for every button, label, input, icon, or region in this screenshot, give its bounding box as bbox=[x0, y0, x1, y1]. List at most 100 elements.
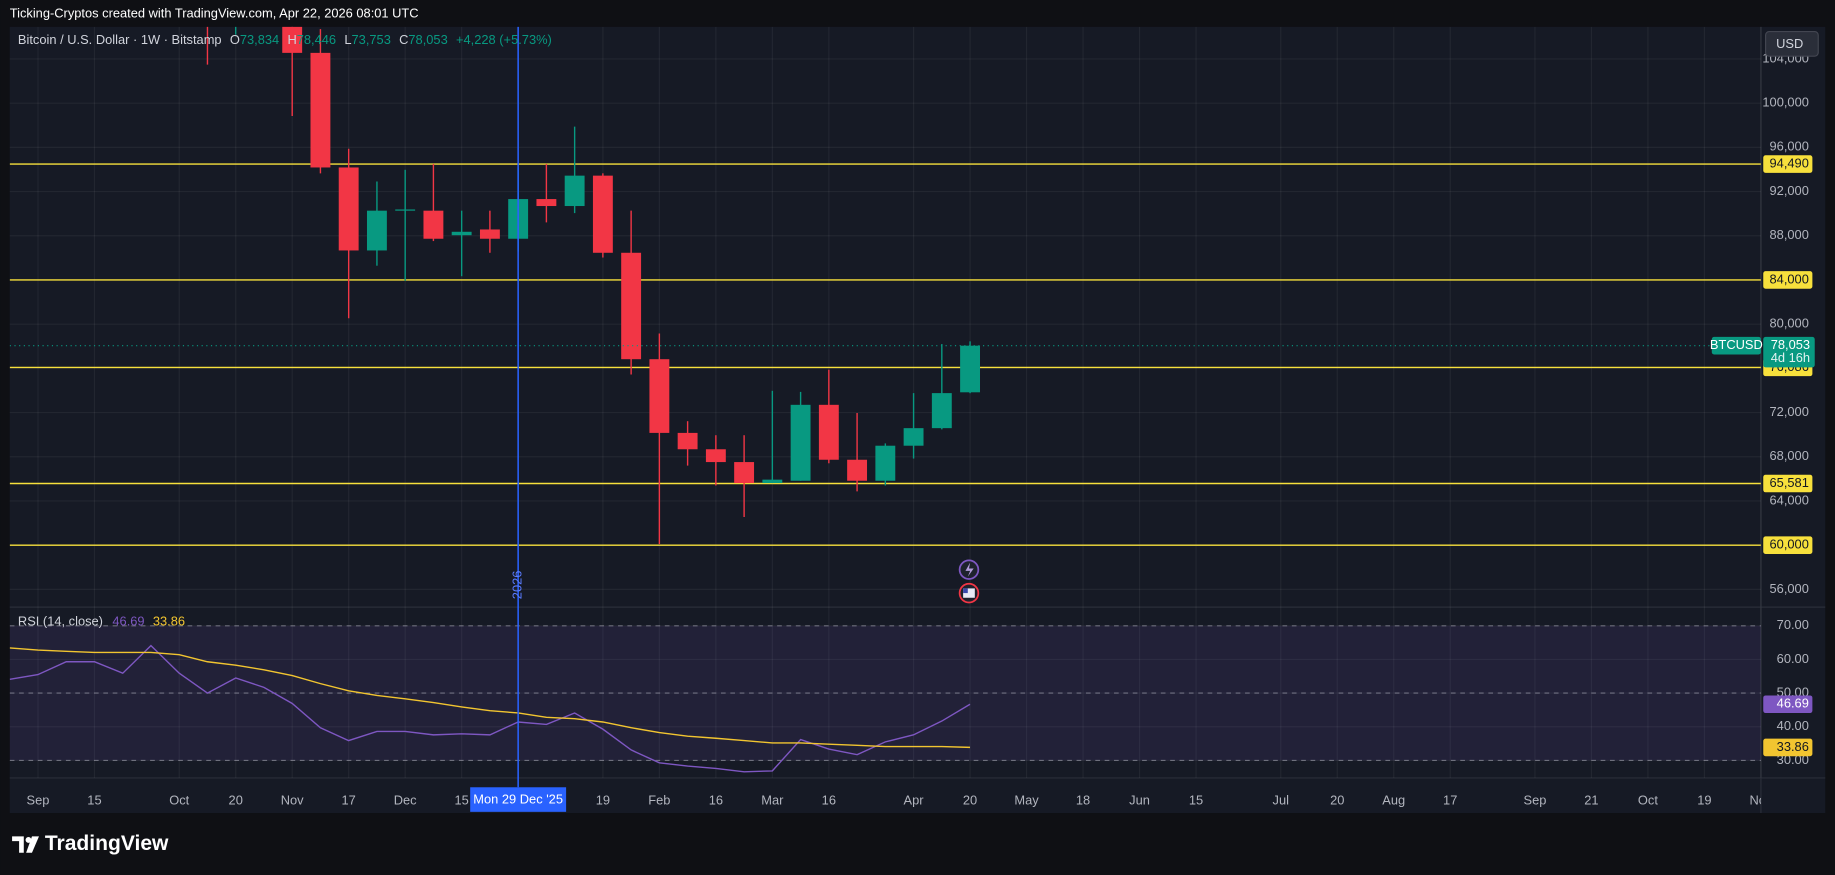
candle-body bbox=[536, 199, 557, 207]
level-label: 94,490 bbox=[1770, 155, 1809, 170]
candle-body bbox=[734, 462, 755, 484]
level-label-box bbox=[1763, 474, 1813, 493]
y-tick-label: 92,000 bbox=[1770, 183, 1809, 198]
last-price-label: 78,053 bbox=[1771, 337, 1810, 352]
candle-body bbox=[903, 428, 924, 446]
x-tick-label: Feb bbox=[648, 793, 670, 808]
countdown-label: 4d 16h bbox=[1771, 350, 1810, 365]
x-tick-label: 15 bbox=[1189, 793, 1203, 808]
y-tick-label: 88,000 bbox=[1770, 227, 1809, 242]
rsi-band bbox=[9, 625, 1761, 761]
x-tick-label: 18 bbox=[1076, 793, 1090, 808]
header-credit: Ticking-Cryptos created with TradingView… bbox=[10, 5, 419, 20]
ohlc-value: 78,446 bbox=[297, 32, 336, 47]
x-tick-label: 20 bbox=[229, 793, 243, 808]
x-tick-label: Apr bbox=[904, 793, 925, 808]
x-tick-label: 19 bbox=[596, 793, 610, 808]
x-tick-label: 21 bbox=[1584, 793, 1598, 808]
ohlc-value: 73,834 bbox=[240, 32, 279, 47]
candle-body bbox=[931, 393, 952, 429]
candle-body bbox=[621, 252, 642, 360]
candle-body bbox=[564, 175, 585, 207]
ohlc-value: 73,753 bbox=[352, 32, 391, 47]
flag-glyph bbox=[963, 588, 968, 594]
x-tick-label: 16 bbox=[822, 793, 836, 808]
candle-body bbox=[847, 459, 868, 481]
candle-body bbox=[310, 52, 331, 168]
rsi-value-label: 46.69 bbox=[1777, 696, 1809, 711]
time-axis: Sep 15 Oct 20 Nov 17 Dec 15 19 Feb 16 Mar 16 Apr 20 May… bbox=[27, 793, 1772, 808]
ohlc-key: H bbox=[287, 32, 296, 47]
y-tick-label: 80,000 bbox=[1770, 316, 1809, 331]
x-tick-label: Oct bbox=[169, 793, 189, 808]
event-glyph bbox=[965, 562, 974, 577]
candle-body bbox=[423, 210, 444, 239]
candle-body bbox=[649, 359, 670, 433]
flag-glyph bbox=[963, 588, 975, 598]
last-price-box bbox=[1763, 336, 1815, 368]
y-tick-label: 68,000 bbox=[1770, 448, 1809, 463]
rsi-value: 46.69 bbox=[112, 614, 144, 629]
symbol-legend: Bitcoin / U.S. Dollar · 1W · Bitstamp O7… bbox=[18, 32, 552, 47]
candle-body bbox=[790, 404, 811, 481]
currency-button[interactable] bbox=[1765, 30, 1819, 57]
candle-body bbox=[677, 432, 698, 450]
candle-body bbox=[875, 445, 896, 481]
candle-body bbox=[451, 231, 472, 236]
x-tick-label: Jun bbox=[1129, 793, 1150, 808]
x-tick-label: 20 bbox=[963, 793, 977, 808]
x-tick-label: May bbox=[1014, 793, 1039, 808]
x-tick-label: 15 bbox=[455, 793, 469, 808]
y-tick-label: 72,000 bbox=[1770, 404, 1809, 419]
candle-body bbox=[282, 26, 303, 53]
candle-body bbox=[479, 229, 500, 239]
crosshair-label: Mon 29 Dec '25 bbox=[473, 792, 563, 807]
y-tick-label: 56,000 bbox=[1770, 581, 1809, 596]
currency-label: USD bbox=[1776, 36, 1803, 51]
y-tick-label: 96,000 bbox=[1770, 139, 1809, 154]
x-tick-label: Nov bbox=[1749, 793, 1772, 808]
rsi-value-box bbox=[1763, 738, 1813, 757]
x-tick-label: Sep bbox=[27, 793, 50, 808]
level-label-box bbox=[1763, 271, 1813, 289]
ohlc-key: L bbox=[344, 32, 351, 47]
x-tick-label: 16 bbox=[709, 793, 723, 808]
logo-shape bbox=[26, 836, 39, 853]
candle-body bbox=[818, 404, 839, 460]
x-tick-label: Aug bbox=[1382, 793, 1405, 808]
x-tick-label: 19 bbox=[1697, 793, 1711, 808]
crosshair-label-box bbox=[470, 787, 567, 812]
ohlc-value: 78,053 bbox=[408, 32, 447, 47]
ohlc-key: O bbox=[230, 32, 240, 47]
level-label: 84,000 bbox=[1770, 271, 1809, 286]
candle-body bbox=[960, 345, 981, 393]
logo-shape bbox=[25, 836, 32, 843]
symbol-tag-label: BTCUSD bbox=[1710, 337, 1763, 352]
rsi-value-label: 33.86 bbox=[1777, 739, 1809, 754]
logo-shape bbox=[12, 836, 24, 853]
rsi-pane bbox=[9, 625, 1761, 773]
rsi-value-box bbox=[1763, 695, 1813, 714]
level-label: 65,581 bbox=[1770, 475, 1809, 490]
candle-body bbox=[366, 210, 387, 251]
candle-body bbox=[338, 167, 359, 251]
overlays: 94,49084,00076,08665,58160,000BTCUSD78,0… bbox=[470, 26, 1815, 812]
rsi-tick-label: 60.00 bbox=[1777, 651, 1809, 666]
x-tick-label: 17 bbox=[342, 793, 356, 808]
rsi-ma-value: 33.86 bbox=[153, 614, 185, 629]
y-tick-label: 64,000 bbox=[1770, 492, 1809, 507]
x-tick-label: 17 bbox=[1443, 793, 1457, 808]
rsi-title: RSI (14, close) bbox=[18, 614, 103, 629]
candle-body bbox=[592, 175, 613, 253]
x-tick-label: Oct bbox=[1638, 793, 1658, 808]
price-pane bbox=[9, 26, 1761, 546]
level-label: 60,000 bbox=[1770, 537, 1809, 552]
brand-name: TradingView bbox=[45, 832, 169, 855]
x-tick-label: Jul bbox=[1273, 793, 1289, 808]
x-tick-label: Dec bbox=[394, 793, 417, 808]
event-markers bbox=[958, 559, 980, 604]
x-tick-label: Sep bbox=[1524, 793, 1547, 808]
change: +4,228 (+5.73%) bbox=[456, 32, 552, 47]
year-marker: 2026 bbox=[510, 571, 525, 600]
